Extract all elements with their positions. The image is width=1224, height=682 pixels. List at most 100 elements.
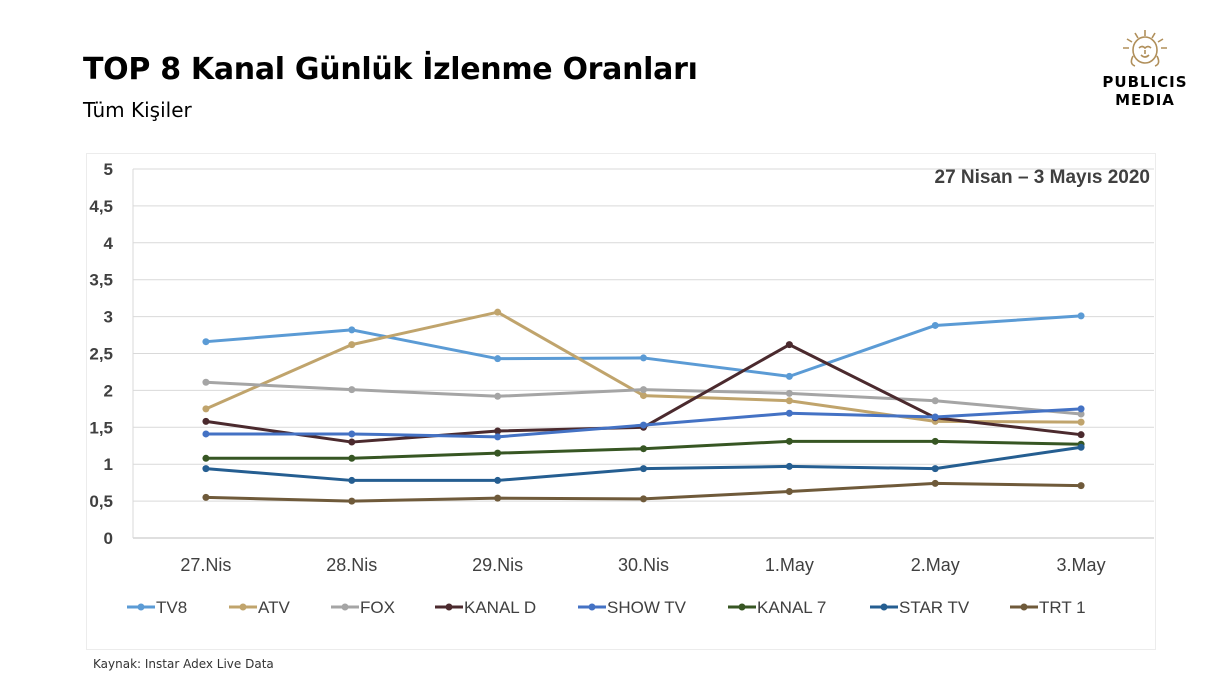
y-tick-label: 5 xyxy=(104,160,113,179)
page-subtitle: Tüm Kişiler xyxy=(83,98,192,122)
legend-item: TV8 xyxy=(127,598,187,617)
logo-text-line1: PUBLICIS xyxy=(1102,73,1188,91)
data-point xyxy=(348,438,356,446)
legend-item: KANAL D xyxy=(435,598,536,617)
page-title: TOP 8 Kanal Günlük İzlenme Oranları xyxy=(83,52,698,87)
legend-marker xyxy=(341,603,349,611)
legend-marker xyxy=(588,603,596,611)
publicis-media-logo: PUBLICIS MEDIA xyxy=(1090,26,1200,116)
data-point xyxy=(348,476,356,484)
data-point xyxy=(785,409,793,417)
legend-item: SHOW TV xyxy=(578,598,687,617)
y-tick-label: 3,5 xyxy=(89,271,113,290)
legend-label: SHOW TV xyxy=(607,598,687,617)
legend-item: FOX xyxy=(331,598,395,617)
data-point xyxy=(1077,410,1085,418)
data-point xyxy=(931,397,939,405)
legend-item: KANAL 7 xyxy=(728,598,826,617)
x-tick-label: 29.Nis xyxy=(472,555,523,575)
data-point xyxy=(494,433,502,441)
data-point xyxy=(202,405,210,413)
logo-text-line2: MEDIA xyxy=(1115,91,1175,109)
data-point xyxy=(202,465,210,473)
data-point xyxy=(785,341,793,349)
x-tick-label: 2.May xyxy=(911,555,960,575)
data-point xyxy=(348,497,356,505)
legend-marker xyxy=(239,603,247,611)
data-point xyxy=(640,354,647,362)
lion-head-icon xyxy=(1123,30,1167,67)
data-point xyxy=(1077,418,1085,426)
data-point xyxy=(1077,312,1085,320)
legend-label: STAR TV xyxy=(899,598,970,617)
data-point xyxy=(785,462,793,470)
y-tick-label: 0,5 xyxy=(89,492,113,511)
data-point xyxy=(640,421,647,429)
data-point xyxy=(785,437,793,445)
data-point xyxy=(785,372,793,380)
legend-marker xyxy=(445,603,453,611)
series-line-atv xyxy=(205,310,1082,424)
y-tick-label: 4,5 xyxy=(89,197,113,216)
data-point xyxy=(202,454,210,462)
y-tick-label: 1,5 xyxy=(89,418,113,437)
legend-label: KANAL D xyxy=(464,598,536,617)
data-point xyxy=(640,495,647,503)
data-point xyxy=(931,465,939,473)
legend-label: FOX xyxy=(360,598,395,617)
date-range-annotation: 27 Nisan – 3 Mayıs 2020 xyxy=(935,167,1150,188)
x-tick-label: 30.Nis xyxy=(618,555,669,575)
y-tick-label: 3 xyxy=(104,308,113,327)
legend-marker xyxy=(137,603,145,611)
data-point xyxy=(1077,443,1085,451)
source-note: Kaynak: Instar Adex Live Data xyxy=(93,657,274,671)
legend-label: KANAL 7 xyxy=(757,598,826,617)
data-point xyxy=(785,488,793,496)
data-point xyxy=(640,392,647,400)
data-point xyxy=(1077,405,1085,413)
x-tick-label: 28.Nis xyxy=(326,555,377,575)
data-point xyxy=(494,494,502,502)
data-point xyxy=(494,427,502,435)
legend-marker xyxy=(1020,603,1028,611)
legend-item: ATV xyxy=(229,598,290,617)
data-point xyxy=(1077,482,1085,490)
data-point xyxy=(640,465,647,473)
data-point xyxy=(931,437,939,445)
data-point xyxy=(348,430,356,438)
data-point xyxy=(494,449,502,457)
y-tick-label: 0 xyxy=(104,529,113,548)
legend-label: ATV xyxy=(258,598,290,617)
series-line-tv8 xyxy=(205,314,1082,378)
chart-area xyxy=(86,153,1156,650)
data-point xyxy=(785,389,793,397)
data-point xyxy=(348,386,356,394)
data-point xyxy=(494,392,502,400)
data-point xyxy=(494,476,502,484)
data-point xyxy=(785,397,793,405)
data-point xyxy=(202,493,210,501)
data-point xyxy=(348,326,356,334)
y-tick-label: 2,5 xyxy=(89,345,113,364)
data-point xyxy=(202,417,210,425)
data-point xyxy=(640,445,647,453)
y-tick-label: 4 xyxy=(104,234,114,253)
data-point xyxy=(1077,431,1085,439)
data-point xyxy=(931,321,939,329)
data-point xyxy=(202,378,210,386)
data-point xyxy=(931,479,939,487)
x-tick-label: 27.Nis xyxy=(180,555,231,575)
legend-marker xyxy=(880,603,888,611)
legend-label: TRT 1 xyxy=(1039,598,1086,617)
x-tick-label: 3.May xyxy=(1057,555,1106,575)
x-tick-label: 1.May xyxy=(765,555,814,575)
data-point xyxy=(202,430,210,438)
data-point xyxy=(348,341,356,349)
data-point xyxy=(348,454,356,462)
legend-marker xyxy=(738,603,746,611)
data-point xyxy=(494,355,502,363)
legend-item: TRT 1 xyxy=(1010,598,1086,617)
data-point xyxy=(202,338,210,346)
legend-label: TV8 xyxy=(156,598,187,617)
data-point xyxy=(640,386,647,394)
